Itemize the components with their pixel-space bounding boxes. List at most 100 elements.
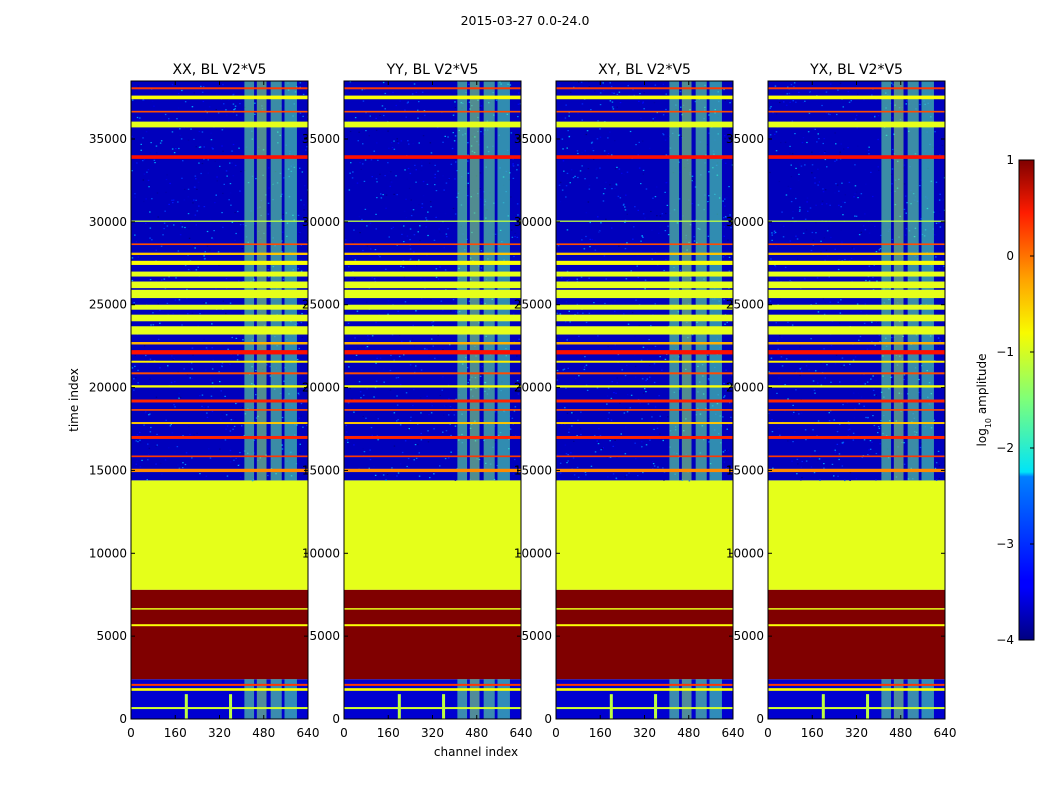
heatmap-speckle xyxy=(771,118,773,120)
heatmap-speckle xyxy=(184,226,186,229)
heatmap-speckle xyxy=(586,389,589,391)
heatmap-speckle xyxy=(708,441,710,443)
heatmap-speckle xyxy=(727,340,729,342)
heatmap-channel-spike xyxy=(609,694,613,719)
heatmap-speckle xyxy=(563,362,565,364)
heatmap-speckle xyxy=(589,246,591,248)
heatmap-stripe xyxy=(344,468,521,473)
heatmap-speckle xyxy=(375,116,377,118)
heatmap-speckle xyxy=(918,466,920,468)
heatmap-speckle xyxy=(161,279,163,281)
heatmap-speckle xyxy=(298,417,300,419)
heatmap-speckle xyxy=(801,477,803,479)
heatmap-speckle xyxy=(868,232,871,234)
heatmap-stripe xyxy=(768,220,945,222)
heatmap-speckle xyxy=(454,420,457,422)
heatmap-speckle xyxy=(795,235,797,237)
heatmap-speckle xyxy=(424,348,426,350)
heatmap-speckle xyxy=(574,314,576,316)
heatmap-speckle xyxy=(637,475,639,477)
heatmap-speckle xyxy=(164,113,167,116)
heatmap-speckle xyxy=(708,132,710,134)
heatmap-speckle xyxy=(600,449,602,451)
x-tick-label: 640 xyxy=(297,726,320,740)
heatmap-stripe xyxy=(344,435,521,439)
heatmap-speckle xyxy=(370,248,372,250)
heatmap-speckle xyxy=(658,395,660,397)
heatmap-speckle xyxy=(427,234,429,237)
heatmap-speckle xyxy=(661,213,664,215)
heatmap-speckle xyxy=(192,354,194,356)
heatmap-speckle xyxy=(784,410,786,412)
heatmap-stripe xyxy=(556,399,733,403)
heatmap-speckle xyxy=(817,168,819,170)
x-tick-label: 480 xyxy=(252,726,275,740)
heatmap-speckle xyxy=(404,169,406,171)
heatmap-image xyxy=(131,81,308,719)
heatmap-speckle xyxy=(182,435,184,437)
heatmap-speckle xyxy=(838,204,840,206)
heatmap-speckle xyxy=(594,90,596,92)
heatmap-speckle xyxy=(369,449,371,451)
heatmap-speckle xyxy=(210,139,213,141)
heatmap-speckle xyxy=(624,374,627,377)
heatmap-speckle xyxy=(904,195,907,197)
heatmap-speckle xyxy=(817,311,820,313)
heatmap-speckle xyxy=(651,229,653,231)
panel-title: YY, BL V2*V5 xyxy=(386,62,479,78)
heatmap-speckle xyxy=(411,93,414,95)
heatmap-speckle xyxy=(876,280,878,282)
heatmap-speckle xyxy=(454,178,456,180)
heatmap-speckle xyxy=(396,420,398,422)
heatmap-speckle xyxy=(439,465,441,467)
y-tick-label: 10000 xyxy=(514,546,552,560)
heatmap-stripe xyxy=(768,624,945,627)
heatmap-speckle xyxy=(800,371,803,373)
x-tick-label: 320 xyxy=(633,726,656,740)
heatmap-speckle xyxy=(817,133,819,135)
heatmap-speckle xyxy=(729,102,731,104)
heatmap-speckle xyxy=(564,117,567,119)
heatmap-speckle xyxy=(599,92,602,94)
heatmap-speckle xyxy=(415,365,417,367)
heatmap-speckle xyxy=(729,349,732,351)
heatmap-speckle xyxy=(721,158,724,160)
heatmap-speckle xyxy=(512,165,515,167)
heatmap-stripe xyxy=(556,95,733,100)
heatmap-speckle xyxy=(137,441,139,443)
heatmap-speckle xyxy=(840,365,843,367)
heatmap-speckle xyxy=(815,370,817,372)
heatmap-speckle xyxy=(365,112,367,114)
heatmap-speckle xyxy=(178,147,180,150)
heatmap-speckle xyxy=(611,381,613,383)
heatmap-speckle xyxy=(824,377,826,379)
heatmap-speckle xyxy=(204,118,207,120)
heatmap-speckle xyxy=(379,256,381,258)
heatmap-speckle xyxy=(147,179,150,181)
heatmap-speckle xyxy=(937,345,940,348)
heatmap-speckle xyxy=(789,279,791,282)
heatmap-region-solid xyxy=(556,589,733,680)
heatmap-speckle xyxy=(406,178,408,180)
heatmap-speckle xyxy=(843,148,845,150)
heatmap-speckle xyxy=(814,450,816,452)
heatmap-speckle xyxy=(890,173,893,175)
heatmap-speckle xyxy=(605,181,607,183)
heatmap-stripe xyxy=(768,468,945,473)
y-tick-label: 30000 xyxy=(726,215,764,229)
heatmap-speckle xyxy=(724,135,726,137)
heatmap-speckle xyxy=(834,363,837,365)
heatmap-speckle xyxy=(136,162,138,164)
heatmap-speckle xyxy=(938,267,940,270)
heatmap-speckle xyxy=(422,135,425,137)
heatmap-speckle xyxy=(811,231,814,234)
heatmap-speckle xyxy=(822,142,824,145)
heatmap-speckle xyxy=(816,277,819,279)
heatmap-speckle xyxy=(400,265,402,267)
heatmap-speckle xyxy=(868,280,871,282)
heatmap-speckle xyxy=(140,149,142,151)
heatmap-speckle xyxy=(640,445,642,447)
heatmap-speckle xyxy=(662,467,664,469)
heatmap-speckle xyxy=(299,82,302,84)
heatmap-speckle xyxy=(561,138,564,140)
